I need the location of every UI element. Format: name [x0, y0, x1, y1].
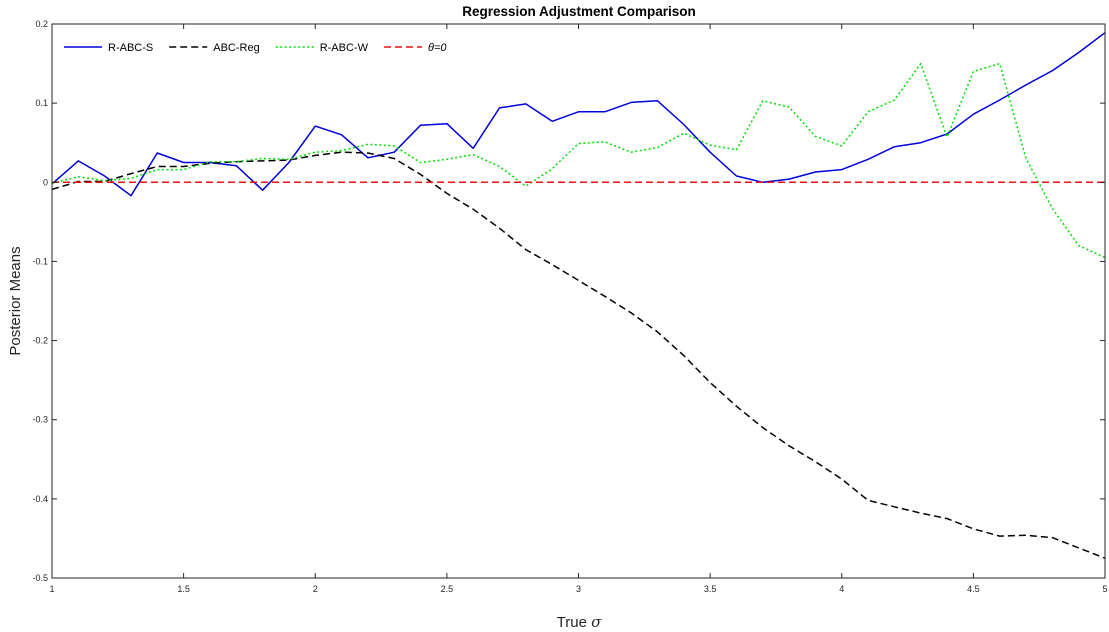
- y-tick-label: 0.2: [35, 19, 48, 29]
- x-tick-label: 1.5: [177, 584, 190, 594]
- x-tick-label: 4: [839, 584, 844, 594]
- legend-label-3: R-ABC-W: [320, 42, 369, 54]
- legend: R-ABC-S ABC-Reg R-ABC-W θ=0: [64, 42, 447, 54]
- x-tick-label: 1: [49, 584, 54, 594]
- series-layer: [51, 32, 1106, 559]
- x-tick-label: 3.5: [704, 584, 717, 594]
- y-axis-title: Posterior Means: [7, 246, 24, 355]
- y-tick-label: -0.5: [32, 573, 48, 583]
- series-line-3: [51, 62, 1106, 259]
- chart-title: Regression Adjustment Comparison: [462, 4, 696, 19]
- x-axis-title-text: True: [557, 614, 591, 631]
- x-axis: 1 1.5 2 2.5 3 3.5 4 4.5 5: [49, 24, 1108, 594]
- legend-label-4: θ=0: [428, 42, 447, 54]
- x-tick-label: 4.5: [967, 584, 980, 594]
- y-tick-label: -0.2: [32, 336, 48, 346]
- y-tick-label: 0: [43, 177, 48, 187]
- x-tick-label: 2.5: [441, 584, 454, 594]
- series-line-1: [51, 32, 1106, 197]
- y-tick-label: -0.3: [32, 415, 48, 425]
- legend-label-2: ABC-Reg: [213, 42, 259, 54]
- y-tick-label: -0.4: [32, 494, 48, 504]
- series-line-2: [51, 151, 1106, 559]
- y-tick-label: 0.1: [35, 98, 48, 108]
- x-tick-label: 2: [313, 584, 318, 594]
- x-tick-label: 5: [1102, 584, 1107, 594]
- x-axis-title-symbol: σ: [591, 613, 602, 631]
- x-tick-label: 3: [576, 584, 581, 594]
- legend-label-1: R-ABC-S: [108, 42, 153, 54]
- x-axis-title: True σ: [557, 613, 602, 631]
- y-axis: -0.5 -0.4 -0.3 -0.2 -0.1 0 0.1 0.2: [32, 19, 1105, 583]
- y-tick-label: -0.1: [32, 256, 48, 266]
